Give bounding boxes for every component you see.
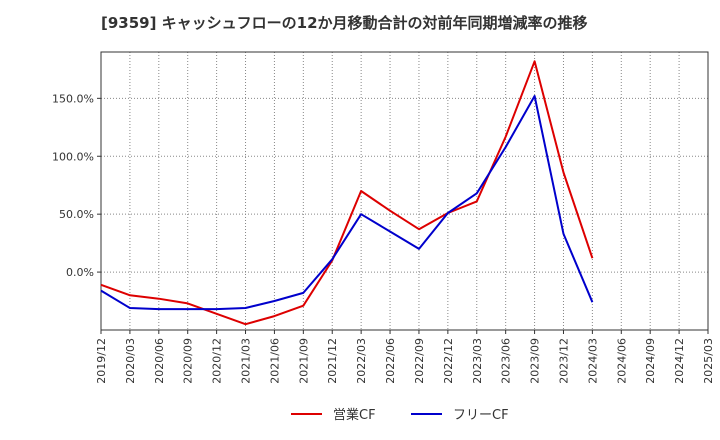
grid-layer (101, 52, 708, 330)
x-tick-label: 2019/12 (95, 338, 108, 384)
legend-label-free-cf: フリーCF (453, 408, 509, 423)
x-tick-label: 2020/06 (153, 338, 166, 384)
x-tick-label: 2022/09 (413, 338, 426, 384)
legend-label-operating-cf: 営業CF (333, 407, 376, 423)
x-tick-label: 2022/06 (384, 338, 397, 384)
x-tick-label: 2024/09 (644, 338, 657, 384)
x-tick-label: 2023/03 (471, 338, 484, 384)
y-tick-label: 0.0% (66, 266, 94, 279)
chart-title: [9359] キャッシュフローの12か月移動合計の対前年同期増減率の推移 (101, 14, 588, 32)
x-tick-label: 2021/12 (326, 338, 339, 384)
axes-layer: 0.0% 50.0% 100.0% 150.0% 2019/12 2020/03 2020/… (52, 51, 715, 384)
series-line-free-cf (100, 95, 594, 311)
x-tick-label: 2020/09 (182, 338, 195, 384)
x-tick-label: 2023/12 (557, 338, 570, 384)
x-tick-label: 2024/03 (586, 338, 599, 384)
series-layer (100, 60, 594, 326)
plot-frame (100, 51, 709, 331)
series-line-operating-cf (100, 60, 594, 326)
y-tick-label: 150.0% (52, 92, 94, 105)
x-tick-label: 2021/09 (297, 338, 310, 384)
y-tick-label: 100.0% (52, 150, 94, 163)
x-tick-label: 2021/03 (240, 338, 253, 384)
x-tick-label: 2022/12 (442, 338, 455, 384)
x-tick-label: 2024/06 (615, 338, 628, 384)
x-tick-label: 2025/03 (702, 338, 715, 384)
legend: 営業CF フリーCF (291, 407, 509, 423)
x-tick-label: 2023/09 (529, 338, 542, 384)
x-tick-label: 2021/06 (268, 338, 281, 384)
x-tick-label: 2020/12 (211, 338, 224, 384)
y-tick-label: 50.0% (59, 208, 94, 221)
x-tick-label: 2022/03 (355, 338, 368, 384)
x-tick-label: 2023/06 (500, 338, 513, 384)
x-tick-label: 2024/12 (673, 338, 686, 384)
x-tick-label: 2020/03 (124, 338, 137, 384)
